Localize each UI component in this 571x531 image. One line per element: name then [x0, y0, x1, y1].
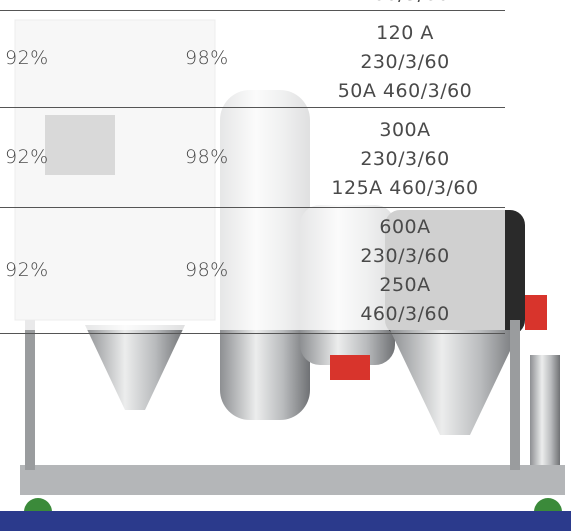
amperage-cell: 600A 230/3/60 250A 460/3/60: [305, 213, 505, 329]
amperage-line: 250A: [379, 274, 431, 296]
amperage-line: 230/3/60: [360, 148, 450, 170]
table-row: 92% 98% 300A 230/3/60 125A 460/3/60: [0, 108, 505, 208]
amperage-line: 600A: [379, 216, 431, 238]
amperage-line: 230/3/60: [360, 51, 450, 73]
amperage-line: 230/3/60: [360, 245, 450, 267]
footer-bar: [0, 511, 571, 531]
amperage-line: 300A: [379, 119, 431, 141]
amperage-line: 120 A: [376, 22, 434, 44]
efficiency-cell: 92%: [5, 47, 49, 69]
table-row: 92% 98% 600A 230/3/60 250A 460/3/60: [0, 208, 505, 334]
table-overlay: [0, 0, 505, 330]
amperage-cell: 120 A 230/3/60 50A 460/3/60: [305, 19, 505, 106]
table-row: 460/3/60: [0, 0, 505, 11]
efficiency-cell: 92%: [5, 258, 49, 281]
amperage-cell: 460/3/60: [305, 0, 505, 9]
efficiency-cell: 92%: [5, 145, 49, 168]
efficiency-cell: 98%: [185, 258, 229, 281]
amperage-line: 460/3/60: [305, 0, 505, 9]
efficiency-cell: 98%: [185, 47, 229, 69]
table-row: 92% 98% 120 A 230/3/60 50A 460/3/60: [0, 11, 505, 108]
amperage-line: 50A 460/3/60: [337, 80, 473, 102]
amperage-line: 460/3/60: [360, 303, 450, 325]
efficiency-cell: 98%: [185, 145, 229, 168]
amperage-line: 125A 460/3/60: [331, 177, 479, 199]
amperage-cell: 300A 230/3/60 125A 460/3/60: [305, 116, 505, 203]
